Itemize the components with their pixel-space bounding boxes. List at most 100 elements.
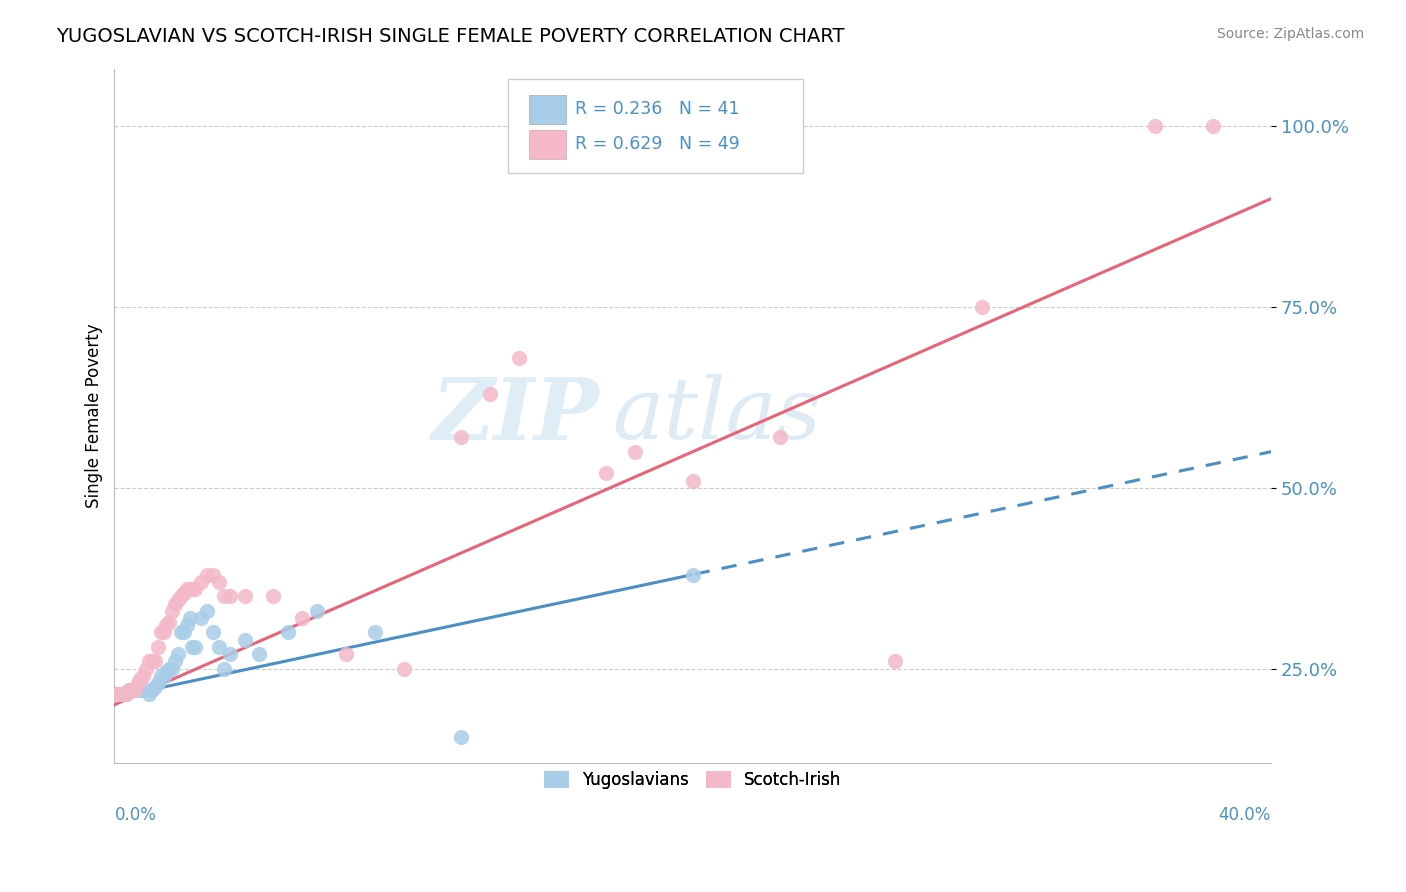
Text: Source: ZipAtlas.com: Source: ZipAtlas.com (1216, 27, 1364, 41)
Point (121, 683, 143, 698)
Point (127, 676, 149, 690)
Point (155, 618, 177, 632)
Text: atlas: atlas (612, 375, 821, 457)
Point (277, 625, 299, 640)
Point (173, 585, 195, 599)
Point (129, 683, 152, 698)
Text: 0.0%: 0.0% (114, 806, 156, 824)
Point (508, 351, 530, 365)
Point (143, 680, 166, 694)
Point (176, 618, 198, 632)
Point (108, 687, 131, 701)
Point (335, 647, 357, 661)
Point (1202, 120, 1225, 134)
Point (595, 467, 617, 481)
Point (450, 731, 472, 745)
Point (219, 589, 242, 603)
Point (138, 687, 160, 701)
Point (450, 430, 472, 444)
Point (165, 597, 187, 611)
Point (112, 687, 135, 701)
Point (624, 444, 647, 458)
Point (363, 625, 385, 640)
Point (181, 640, 204, 654)
Point (884, 654, 907, 668)
Point (184, 582, 207, 596)
Point (115, 687, 138, 701)
Point (176, 582, 198, 596)
Point (146, 640, 169, 654)
Point (162, 662, 184, 676)
Point (167, 647, 190, 661)
Point (105, 687, 128, 701)
Point (682, 474, 704, 488)
Point (143, 654, 166, 668)
Point (970, 300, 993, 314)
Text: YUGOSLAVIAN VS SCOTCH-IRISH SINGLE FEMALE POVERTY CORRELATION CHART: YUGOSLAVIAN VS SCOTCH-IRISH SINGLE FEMAL… (56, 27, 845, 45)
Point (112, 687, 135, 701)
Point (207, 574, 229, 589)
Point (135, 683, 157, 698)
Point (155, 665, 177, 680)
Point (392, 662, 415, 676)
Y-axis label: Single Female Poverty: Single Female Poverty (86, 323, 103, 508)
Text: R = 0.236   N = 41: R = 0.236 N = 41 (575, 101, 740, 119)
Point (214, 589, 236, 603)
Point (305, 604, 328, 618)
Point (124, 683, 146, 698)
Point (138, 654, 160, 668)
Point (181, 582, 204, 596)
Point (118, 683, 141, 698)
Point (132, 683, 155, 698)
Point (179, 582, 201, 596)
Point (262, 589, 284, 603)
Point (247, 647, 270, 661)
Point (162, 604, 184, 618)
Point (233, 589, 256, 603)
Point (233, 632, 256, 647)
Point (768, 430, 790, 444)
Point (115, 687, 138, 701)
Point (207, 640, 229, 654)
Point (195, 604, 218, 618)
Point (135, 662, 157, 676)
Point (108, 687, 131, 701)
Legend: Yugoslavians, Scotch-Irish: Yugoslavians, Scotch-Irish (537, 764, 848, 796)
Point (157, 615, 180, 629)
Point (173, 625, 195, 640)
Point (141, 654, 163, 668)
Point (170, 625, 193, 640)
Text: ZIP: ZIP (432, 374, 600, 458)
Point (132, 669, 155, 683)
Point (157, 662, 180, 676)
Point (291, 611, 314, 625)
Point (165, 654, 187, 668)
Point (152, 625, 174, 640)
Point (179, 611, 201, 625)
Point (118, 683, 141, 698)
Point (129, 673, 152, 687)
Text: R = 0.629   N = 49: R = 0.629 N = 49 (575, 136, 740, 153)
Point (479, 387, 502, 401)
Point (1144, 120, 1167, 134)
Point (149, 669, 172, 683)
Point (167, 593, 190, 607)
Point (682, 567, 704, 582)
Point (190, 574, 212, 589)
FancyBboxPatch shape (529, 129, 565, 159)
Point (121, 683, 143, 698)
Point (219, 647, 242, 661)
Point (141, 683, 163, 698)
Point (124, 683, 146, 698)
Point (214, 662, 236, 676)
Point (195, 567, 218, 582)
FancyBboxPatch shape (529, 95, 565, 124)
Point (149, 625, 172, 640)
Point (105, 687, 128, 701)
FancyBboxPatch shape (508, 78, 803, 173)
Point (201, 567, 224, 582)
Point (201, 625, 224, 640)
Point (170, 589, 193, 603)
Point (184, 640, 207, 654)
Text: 40.0%: 40.0% (1219, 806, 1271, 824)
